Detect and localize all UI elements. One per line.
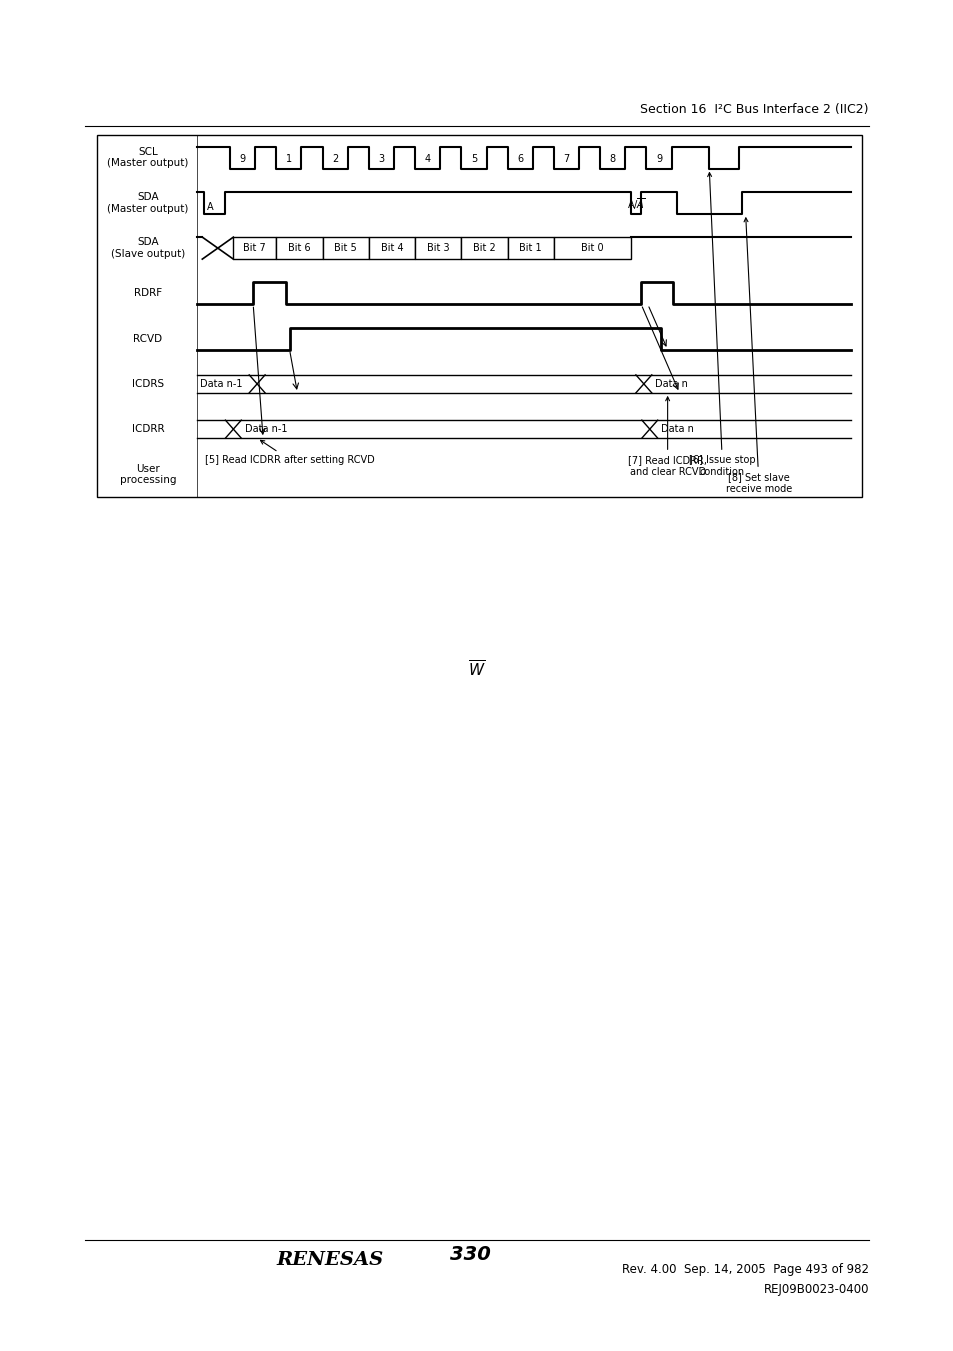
Text: [5] Read ICDRR after setting RCVD: [5] Read ICDRR after setting RCVD: [205, 440, 375, 465]
Text: Section 16  I²C Bus Interface 2 (IIC2): Section 16 I²C Bus Interface 2 (IIC2): [639, 104, 868, 116]
Text: Bit 7: Bit 7: [243, 243, 266, 253]
Bar: [415, 238, 461, 259]
Text: Bit 6: Bit 6: [288, 243, 311, 253]
Text: Data n: Data n: [655, 378, 687, 389]
Text: Bit 3: Bit 3: [427, 243, 449, 253]
Text: SCL
(Master output): SCL (Master output): [107, 147, 189, 169]
Bar: [554, 238, 630, 259]
Bar: [461, 238, 507, 259]
Text: Data n-1: Data n-1: [244, 424, 287, 434]
Text: Bit 4: Bit 4: [380, 243, 403, 253]
Text: RENESAS: RENESAS: [276, 1251, 383, 1269]
Text: Bit 1: Bit 1: [519, 243, 541, 253]
Text: SDA
(Slave output): SDA (Slave output): [111, 238, 185, 259]
Bar: [233, 238, 276, 259]
Text: User
processing: User processing: [120, 463, 176, 485]
Text: 4: 4: [424, 154, 431, 163]
Text: [7] Read ICDRR,
and clear RCVD: [7] Read ICDRR, and clear RCVD: [627, 397, 706, 477]
Text: 330: 330: [449, 1246, 490, 1265]
Text: [8] Set slave
receive mode: [8] Set slave receive mode: [725, 218, 791, 493]
Text: 6: 6: [517, 154, 523, 163]
Text: Bit 5: Bit 5: [334, 243, 356, 253]
Text: $\overline{W}$: $\overline{W}$: [468, 659, 485, 680]
Text: RDRF: RDRF: [133, 288, 162, 299]
Text: 7: 7: [563, 154, 569, 163]
Text: ICDRS: ICDRS: [132, 378, 164, 389]
Bar: [507, 238, 554, 259]
Text: 9: 9: [656, 154, 661, 163]
Text: RCVD: RCVD: [133, 334, 162, 343]
Text: SDA
(Master output): SDA (Master output): [107, 192, 189, 213]
Text: A/$\overline{A}$: A/$\overline{A}$: [626, 196, 644, 212]
Bar: [97, 135, 862, 497]
Text: Data n: Data n: [660, 424, 693, 434]
Text: 2: 2: [332, 154, 338, 163]
Text: REJ09B0023-0400: REJ09B0023-0400: [762, 1283, 868, 1297]
Text: 1: 1: [286, 154, 292, 163]
Text: 8: 8: [609, 154, 616, 163]
Text: 5: 5: [471, 154, 476, 163]
Text: Data n-1: Data n-1: [200, 378, 243, 389]
Text: ICDRR: ICDRR: [132, 424, 164, 434]
Text: Rev. 4.00  Sep. 14, 2005  Page 493 of 982: Rev. 4.00 Sep. 14, 2005 Page 493 of 982: [621, 1263, 868, 1277]
Bar: [276, 238, 322, 259]
Text: 9: 9: [239, 154, 246, 163]
Bar: [322, 238, 369, 259]
Text: Bit 2: Bit 2: [473, 243, 496, 253]
Text: 3: 3: [378, 154, 384, 163]
Text: [6] Issue stop
condition: [6] Issue stop condition: [688, 173, 755, 477]
Text: A: A: [207, 201, 213, 212]
Text: Bit 0: Bit 0: [580, 243, 603, 253]
Bar: [369, 238, 415, 259]
